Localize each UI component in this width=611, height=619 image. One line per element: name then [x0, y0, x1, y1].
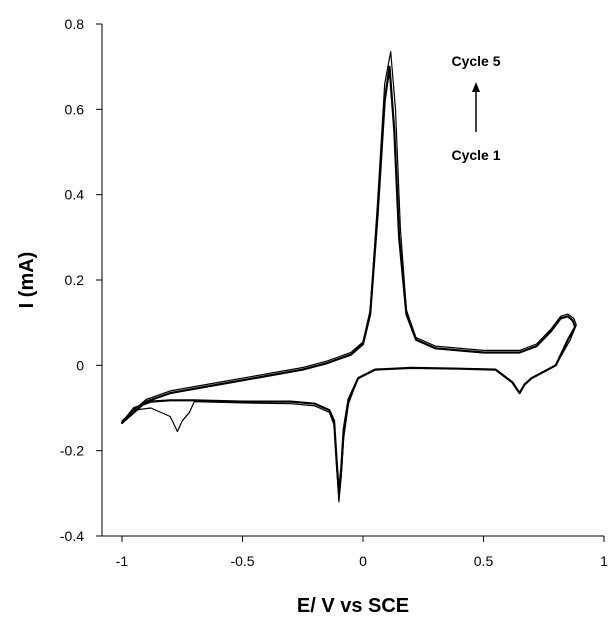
- y-tick-label: 0.6: [65, 101, 85, 117]
- y-tick-label: 0.2: [65, 272, 85, 288]
- x-tick-label: 1: [600, 553, 608, 569]
- y-tick-label: -0.4: [60, 528, 84, 544]
- y-tick-label: 0.8: [65, 16, 85, 32]
- curves: [120, 51, 577, 503]
- x-tick-label: -1: [116, 553, 129, 569]
- y-axis-title: I (mA): [16, 252, 38, 309]
- y-tick-label: -0.2: [60, 443, 84, 459]
- cv-cycle-line: [120, 65, 577, 495]
- x-axis-title: E/ V vs SCE: [297, 595, 409, 617]
- x-tick-label: 0: [359, 553, 367, 569]
- y-tick-label: 0: [76, 357, 84, 373]
- axes: -0.4 -0.2 0 0.2 0.4 0.6 0.8 -1 -0.5 0 0.5 1: [60, 16, 608, 569]
- cycle-1-label: Cycle 1: [451, 147, 500, 163]
- cv-cycle-line: [121, 51, 577, 503]
- up-arrow-icon: [472, 82, 480, 92]
- axis-labels: E/ V vs SCE I (mA): [16, 252, 409, 617]
- x-tick-label: -0.5: [230, 553, 254, 569]
- cycle-5-label: Cycle 5: [451, 53, 500, 69]
- x-tick-label: 0.5: [474, 553, 494, 569]
- annotations: Cycle 5 Cycle 1: [451, 53, 500, 163]
- y-tick-label: 0.4: [65, 187, 85, 203]
